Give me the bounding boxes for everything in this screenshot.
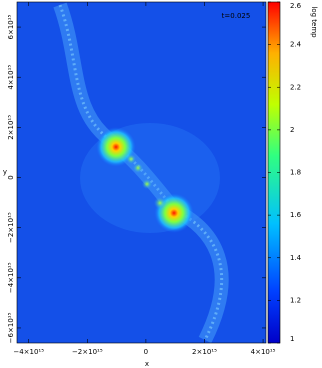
colorbar-tick-label: 2.4 — [290, 41, 302, 49]
colorbar-tick-label: 1.6 — [290, 211, 302, 219]
image-field — [17, 2, 266, 343]
colorbar-tick-label: 1.2 — [290, 296, 301, 304]
x-tick-label: 0 — [144, 348, 148, 356]
y-tick-label: 6×10¹⁵ — [7, 14, 15, 39]
colorbar-tick-label: 2.6 — [290, 2, 302, 10]
colorbar-tick-label: 2 — [290, 126, 294, 134]
colorbar-tick-label: 1.4 — [290, 254, 302, 262]
y-tick-label: 0 — [7, 175, 15, 179]
colorbar-tick-label: 1 — [290, 335, 294, 343]
x-tick-label: −4×10¹⁵ — [13, 348, 44, 356]
annotation: t=0.025 — [222, 12, 251, 20]
x-axis-label: x — [145, 360, 149, 368]
colorbar-tick-label: 1.8 — [290, 169, 301, 177]
y-tick-label: −6×10¹⁵ — [7, 312, 15, 343]
y-tick-label: 2×10¹⁵ — [7, 115, 15, 140]
x-tick-label: 4×10¹⁵ — [251, 348, 276, 356]
x-tick-label: 2×10¹⁵ — [192, 348, 217, 356]
colorbar-label: log temp — [310, 6, 318, 38]
x-tick-label: −2×10¹⁵ — [72, 348, 103, 356]
colorbar-tick-label: 2.2 — [290, 83, 301, 91]
y-axis-label: y — [3, 168, 7, 176]
y-tick-label: −2×10¹⁵ — [7, 212, 15, 243]
y-tick-label: 4×10¹⁵ — [7, 65, 15, 90]
plot-frame — [16, 1, 267, 344]
y-tick-label: −4×10¹⁵ — [7, 262, 15, 293]
